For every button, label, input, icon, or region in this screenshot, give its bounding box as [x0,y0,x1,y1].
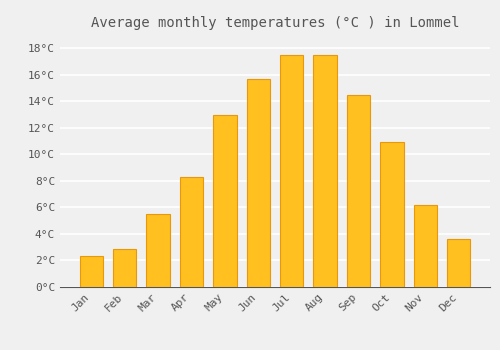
Bar [80,257,103,287]
Bar [380,142,404,287]
Bar [213,114,236,287]
Bar [180,177,203,287]
Title: Average monthly temperatures (°C ) in Lommel: Average monthly temperatures (°C ) in Lo… [91,16,459,30]
Bar [113,248,136,287]
Bar [447,239,470,287]
Bar [314,55,337,287]
Bar [414,205,437,287]
Bar [146,214,170,287]
Bar [347,95,370,287]
Bar [246,79,270,287]
Bar [280,55,303,287]
